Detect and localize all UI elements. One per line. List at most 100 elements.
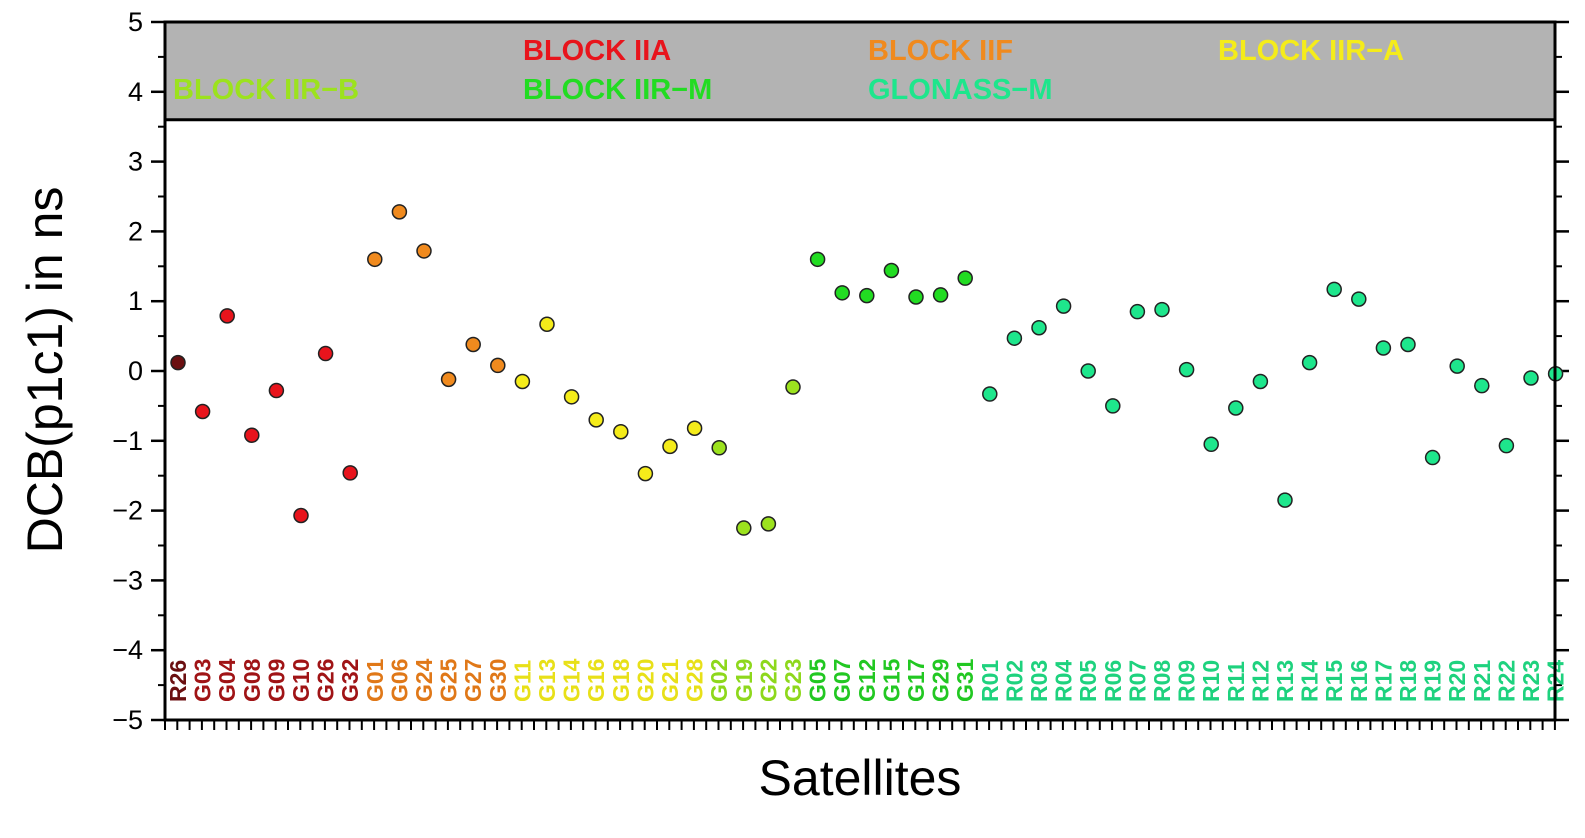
legend-entry: BLOCK IIA bbox=[523, 35, 671, 67]
data-point bbox=[465, 336, 481, 353]
satellite-label: R12 bbox=[1247, 660, 1273, 702]
legend-entry: BLOCK IIR−M bbox=[523, 74, 712, 106]
legend-band: BLOCK IIA BLOCK IIF BLOCK IIR−A BLOCK IIR−B… bbox=[165, 22, 1555, 122]
satellite-label: R01 bbox=[977, 660, 1003, 702]
x-axis-title: Satellites bbox=[759, 750, 962, 806]
satellite-label: R08 bbox=[1149, 660, 1175, 702]
data-point bbox=[170, 354, 186, 371]
data-point bbox=[662, 438, 678, 455]
data-point bbox=[1424, 449, 1441, 466]
legend-band-background bbox=[165, 22, 1555, 120]
satellite-label: R18 bbox=[1395, 660, 1421, 702]
y-tick-label: −1 bbox=[112, 426, 143, 456]
satellite-label: G31 bbox=[952, 658, 978, 702]
satellite-label: G17 bbox=[903, 659, 929, 702]
x-axis bbox=[164, 720, 1556, 730]
y-tick-label: 3 bbox=[128, 147, 143, 177]
satellite-label: G24 bbox=[411, 658, 437, 702]
data-point bbox=[1055, 298, 1072, 314]
data-point bbox=[342, 465, 358, 481]
data-point bbox=[1031, 319, 1047, 336]
satellite-label: R10 bbox=[1198, 660, 1224, 702]
data-point bbox=[1351, 291, 1367, 307]
data-point bbox=[809, 251, 826, 268]
data-point bbox=[367, 251, 383, 268]
data-point bbox=[1154, 301, 1170, 318]
data-point bbox=[1129, 303, 1146, 320]
data-point bbox=[957, 270, 973, 286]
data-point bbox=[883, 262, 900, 279]
data-point bbox=[219, 308, 235, 324]
data-point bbox=[514, 373, 531, 390]
satellite-label: G09 bbox=[263, 659, 289, 702]
satellite-label: R19 bbox=[1420, 660, 1446, 702]
satellite-label: G22 bbox=[755, 659, 781, 702]
satellite-label: G29 bbox=[928, 659, 954, 702]
y-axis: 5 4 3 2 1 0 −1 −2 −3 −4 −5 bbox=[112, 7, 1569, 735]
satellite-label: G27 bbox=[460, 659, 486, 702]
satellite-label: R07 bbox=[1124, 660, 1150, 702]
data-point bbox=[1301, 354, 1318, 371]
data-point bbox=[293, 507, 309, 524]
satellite-label: R09 bbox=[1174, 660, 1200, 702]
satellite-label: R13 bbox=[1272, 660, 1298, 702]
y-tick-label: −2 bbox=[112, 496, 143, 526]
data-point bbox=[588, 412, 604, 428]
satellite-label: G26 bbox=[313, 659, 339, 702]
data-point bbox=[785, 379, 801, 395]
data-point bbox=[834, 285, 850, 301]
data-point bbox=[686, 420, 703, 436]
data-point bbox=[859, 287, 875, 304]
satellite-label: G21 bbox=[657, 658, 683, 702]
satellite-label: G32 bbox=[337, 659, 363, 702]
legend-entry: BLOCK IIR−B bbox=[173, 74, 359, 106]
data-point bbox=[711, 440, 727, 456]
data-point bbox=[1474, 377, 1490, 394]
data-point bbox=[1006, 330, 1023, 346]
data-point bbox=[1252, 373, 1269, 390]
data-point bbox=[490, 357, 506, 374]
data-point bbox=[736, 520, 752, 536]
legend-entry: BLOCK IIR−A bbox=[1218, 35, 1404, 67]
satellite-label: G18 bbox=[608, 658, 634, 702]
satellite-label: G14 bbox=[559, 658, 585, 702]
satellite-label: G07 bbox=[829, 659, 855, 702]
satellite-label: R17 bbox=[1370, 660, 1396, 702]
satellite-label: G04 bbox=[214, 658, 240, 702]
legend-entry: GLONASS−M bbox=[868, 74, 1053, 106]
data-point bbox=[1326, 281, 1342, 298]
satellite-label: G25 bbox=[436, 658, 462, 702]
data-points bbox=[170, 204, 1564, 536]
satellite-label: R15 bbox=[1321, 660, 1347, 702]
y-tick-label: −5 bbox=[112, 705, 143, 735]
satellite-label: G01 bbox=[362, 658, 388, 702]
data-point bbox=[1228, 400, 1244, 416]
data-point bbox=[1277, 492, 1293, 508]
data-point bbox=[563, 389, 580, 405]
data-point bbox=[1203, 436, 1219, 453]
data-point bbox=[416, 243, 432, 259]
data-point bbox=[1449, 358, 1465, 374]
satellite-labels: R26G03G04G08G09G10G26G32G01G06G24G25G27G… bbox=[165, 658, 1569, 702]
satellite-label: G19 bbox=[731, 659, 757, 702]
y-axis-title: DCB(p1c1) in ns bbox=[17, 187, 73, 554]
data-point bbox=[908, 289, 924, 305]
satellite-label: R05 bbox=[1075, 660, 1101, 702]
data-point bbox=[268, 382, 285, 399]
data-point bbox=[1400, 336, 1416, 353]
y-tick-label: 4 bbox=[128, 77, 143, 107]
legend-entry: BLOCK IIF bbox=[868, 35, 1013, 67]
satellite-label: R16 bbox=[1346, 660, 1372, 702]
data-point bbox=[1080, 363, 1096, 379]
data-point bbox=[1523, 370, 1539, 386]
data-point bbox=[982, 386, 998, 402]
data-point bbox=[1105, 398, 1121, 414]
data-point bbox=[391, 204, 408, 220]
satellite-label: R20 bbox=[1444, 660, 1470, 702]
satellite-label: G23 bbox=[780, 659, 806, 702]
satellite-label: R06 bbox=[1100, 660, 1126, 702]
y-tick-label: −4 bbox=[112, 635, 143, 665]
satellite-label: G10 bbox=[288, 659, 314, 702]
satellite-label: R04 bbox=[1051, 660, 1077, 702]
